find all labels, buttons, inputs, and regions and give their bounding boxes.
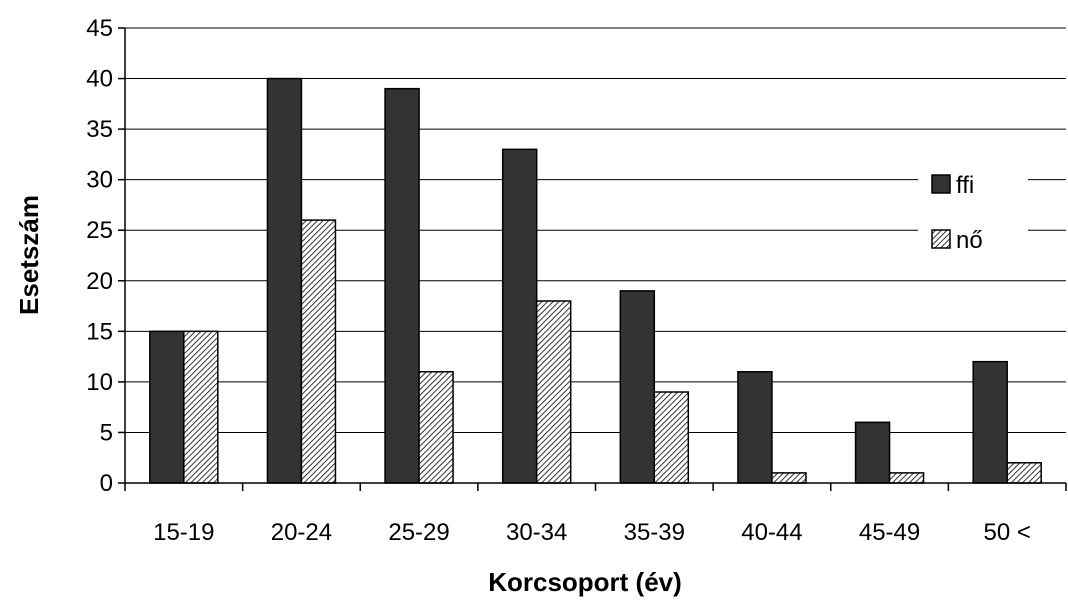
y-tick-labels: 0 5 10 15 20 25 30 35 40 45 [86, 15, 113, 497]
y-tick-label: 40 [86, 66, 113, 93]
bar-ffi-30-34 [501, 148, 538, 484]
x-tick-label: 50 < [983, 519, 1030, 546]
legend-label-no: nő [956, 227, 983, 254]
legend: ffi nő [918, 160, 1028, 260]
bar-no-20-24 [300, 219, 337, 484]
y-tick-label: 30 [86, 167, 113, 194]
y-tick-label: 35 [86, 116, 113, 143]
x-tick-label: 30-34 [506, 519, 567, 546]
bar-no-25-29 [418, 371, 454, 484]
bar-ffi-50 < [972, 360, 1008, 484]
y-tick-label: 45 [86, 15, 113, 42]
bar-no-15-19 [183, 330, 219, 484]
bar-no-35-39 [653, 391, 690, 484]
bar-no-50 < [1006, 462, 1042, 484]
x-tick-label: 35-39 [624, 519, 685, 546]
x-tick-label: 25-29 [388, 519, 449, 546]
x-tick-label: 45-49 [859, 519, 920, 546]
x-tick-label: 40-44 [741, 519, 802, 546]
bar-no-30-34 [535, 300, 572, 484]
y-tick-label: 15 [86, 318, 113, 345]
bars [149, 77, 1042, 484]
bar-ffi-15-19 [149, 330, 185, 484]
legend-swatch-no [931, 229, 951, 249]
x-axis-title: Korcsoport (év) [488, 567, 682, 597]
y-tick-label: 10 [86, 369, 113, 396]
y-tick-label: 25 [86, 217, 113, 244]
x-tick-labels: 15-19 20-24 25-29 30-34 35-39 40-44 45-49 50 < [153, 519, 1031, 546]
axes [118, 27, 1067, 491]
bar-ffi-40-44 [737, 371, 773, 484]
bar-ffi-45-49 [854, 421, 891, 484]
y-tick-label: 0 [100, 470, 113, 497]
bar-no-40-44 [771, 472, 807, 484]
x-tick-label: 20-24 [271, 519, 332, 546]
bar-ffi-20-24 [266, 77, 303, 484]
legend-label-ffi: ffi [956, 172, 974, 199]
y-tick-label: 20 [86, 268, 113, 295]
bar-no-45-49 [888, 472, 925, 484]
bar-ffi-25-29 [384, 87, 420, 484]
y-tick-label: 5 [100, 419, 113, 446]
bar-ffi-35-39 [619, 290, 656, 484]
x-tick-label: 15-19 [153, 519, 214, 546]
y-axis-title: Esetszám [14, 195, 44, 315]
legend-swatch-ffi [931, 174, 951, 194]
